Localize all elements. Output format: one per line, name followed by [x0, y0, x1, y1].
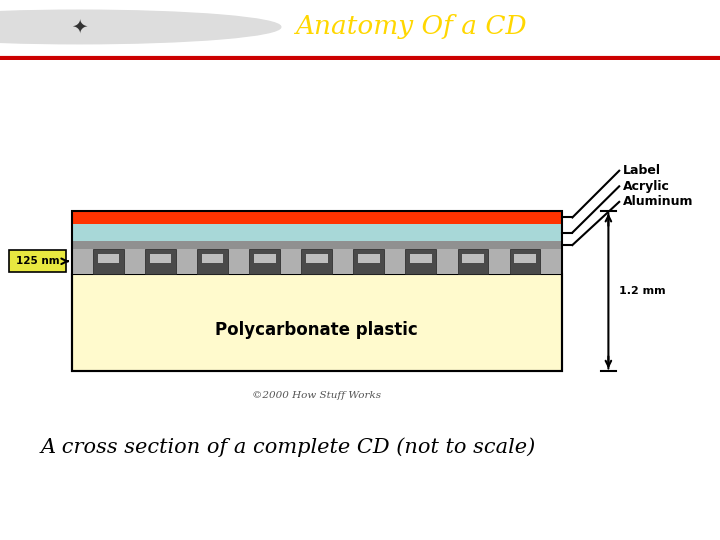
- Bar: [358, 254, 379, 262]
- Bar: [462, 254, 484, 262]
- Bar: [72, 224, 562, 241]
- Bar: [354, 249, 384, 274]
- Bar: [249, 249, 280, 274]
- FancyBboxPatch shape: [9, 251, 66, 272]
- Text: 125 nm: 125 nm: [16, 256, 60, 266]
- Text: ✦: ✦: [71, 17, 87, 37]
- Bar: [72, 249, 562, 274]
- Bar: [197, 249, 228, 274]
- Bar: [405, 249, 436, 274]
- Bar: [7, 5, 151, 55]
- Text: © Bharati Vidyapeeth's Institute of Computer Applications and Management, New De: © Bharati Vidyapeeth's Institute of Comp…: [7, 518, 478, 527]
- Text: U4. 88: U4. 88: [670, 517, 706, 528]
- Bar: [150, 254, 171, 262]
- Bar: [254, 254, 276, 262]
- Text: Acrylic: Acrylic: [623, 180, 670, 193]
- Bar: [72, 241, 562, 249]
- Circle shape: [0, 10, 281, 44]
- Bar: [145, 249, 176, 274]
- Bar: [302, 249, 332, 274]
- Bar: [514, 254, 536, 262]
- Text: 1.2 mm: 1.2 mm: [619, 286, 666, 296]
- Bar: [94, 249, 124, 274]
- Bar: [410, 254, 432, 262]
- Circle shape: [0, 8, 310, 46]
- Text: Aluminum: Aluminum: [623, 195, 693, 208]
- Bar: [72, 211, 562, 224]
- Bar: [510, 249, 540, 274]
- Text: Polycarbonate plastic: Polycarbonate plastic: [215, 321, 418, 339]
- Bar: [202, 254, 223, 262]
- Bar: [72, 274, 562, 372]
- Bar: [306, 254, 328, 262]
- Bar: [457, 249, 488, 274]
- Text: Label: Label: [623, 164, 661, 177]
- Text: ©2000 How Stuff Works: ©2000 How Stuff Works: [252, 392, 382, 400]
- Bar: [98, 254, 120, 262]
- Text: Anatomy Of a CD: Anatomy Of a CD: [294, 14, 526, 39]
- Text: A cross section of a complete CD (not to scale): A cross section of a complete CD (not to…: [40, 437, 536, 457]
- Bar: [72, 211, 562, 372]
